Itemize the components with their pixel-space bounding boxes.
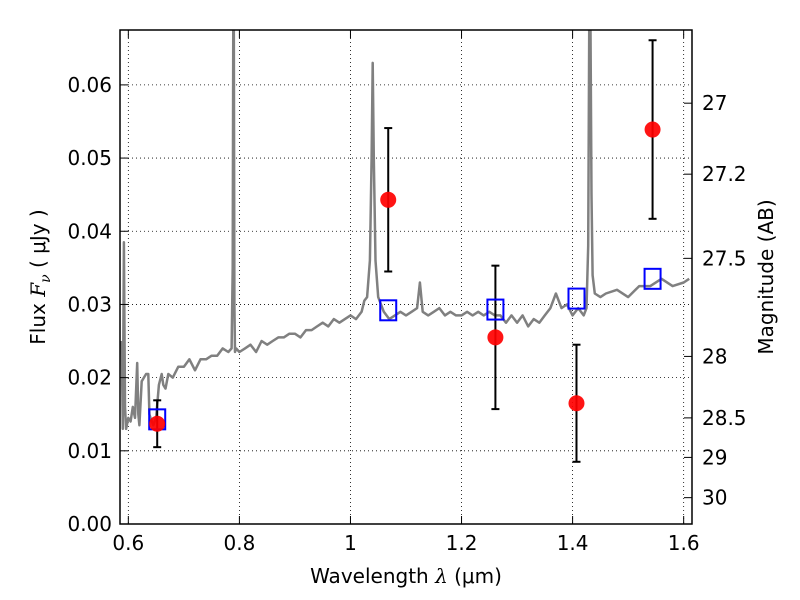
y-tick-label: 0.03 [67,292,112,316]
observed-point [149,415,166,432]
model-square [643,267,662,290]
right-axis-label: Magnitude (AB) [754,199,778,354]
grid [120,30,692,525]
spectrum-line [120,30,690,431]
model-square [379,299,398,322]
observed-point [644,121,661,138]
y-tick-label: 0.01 [67,439,112,463]
right-tick-label: 29 [702,445,727,469]
x-tick-label: 1.2 [446,531,478,555]
x-tick-label: 1.4 [557,531,589,555]
y-tick-label: 0.00 [67,512,112,536]
y-tick-label: 0.02 [67,366,112,390]
x-tick-label: 0.6 [112,531,144,555]
y-tick-label: 0.06 [67,73,112,97]
plot-frame [119,29,693,525]
y-axis-label: Flux Fν ( μJy ) [26,209,54,344]
observed-points [149,121,661,432]
right-tick-label: 28.5 [702,406,747,430]
x-tick-label: 0.8 [223,531,255,555]
axis-ticks: 0.6 0.8 1 1.2 1.4 1.6 0.00 0.01 0.02 0.03 0.04 0.05… [67,30,747,555]
y-tick-label: 0.04 [67,219,112,243]
right-tick-label: 27.5 [702,246,747,270]
right-tick-label: 28 [702,344,727,368]
observed-point [380,191,397,208]
model-squares [148,267,662,431]
y-tick-label: 0.05 [67,146,112,170]
model-square [567,287,586,310]
observed-point [487,329,504,346]
x-tick-label: 1.6 [668,531,700,555]
right-tick-label: 30 [702,486,727,510]
right-tick-label: 27.2 [702,162,747,186]
x-tick-label: 1 [344,531,357,555]
x-axis-label: Wavelength λ (μm) [310,564,502,588]
model-square [486,298,505,321]
observed-point [568,395,585,412]
right-tick-label: 27 [702,91,727,115]
